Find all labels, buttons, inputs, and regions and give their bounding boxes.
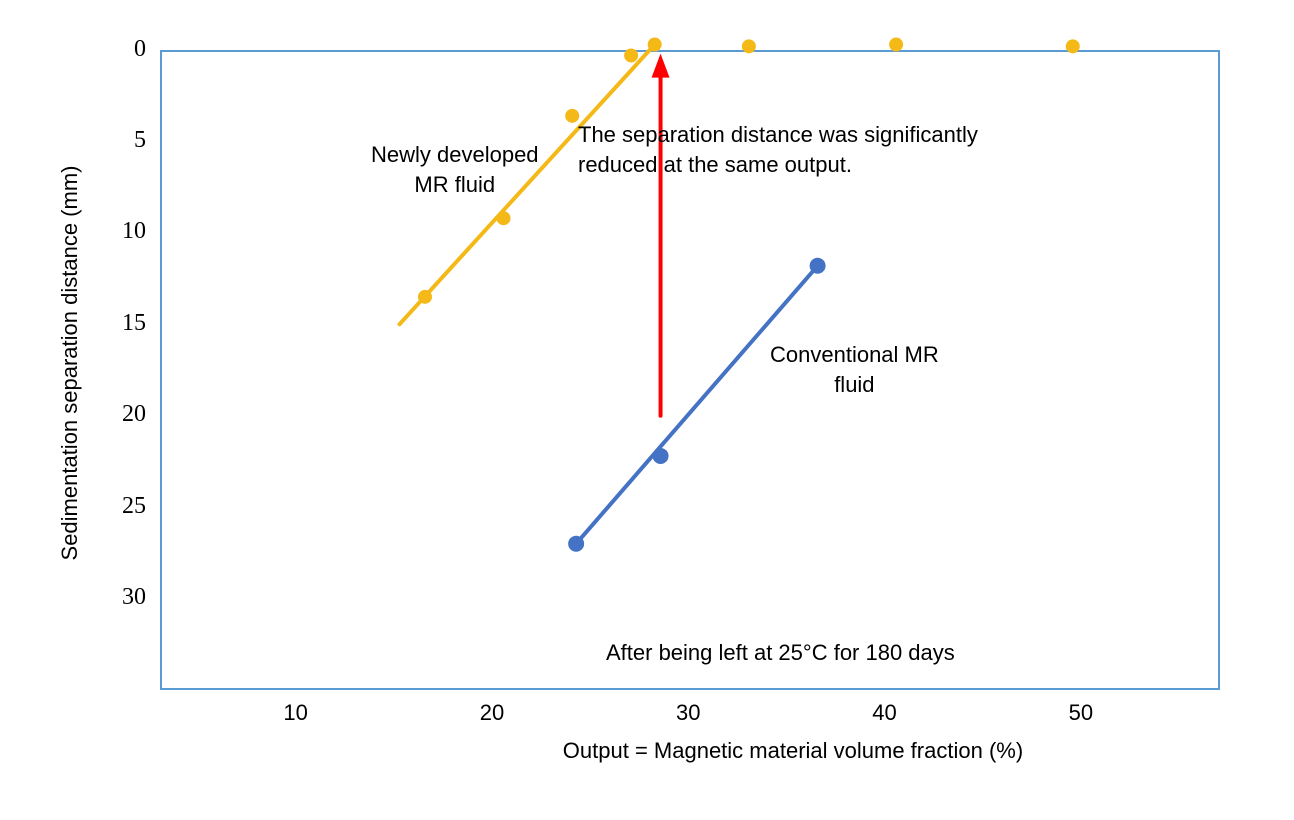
- improvement-arrow-head: [652, 54, 670, 78]
- y-tick-label: 10: [122, 218, 146, 245]
- x-axis-title: Output = Magnetic material volume fracti…: [563, 738, 1023, 764]
- y-tick-label: 25: [122, 493, 146, 520]
- conventional-marker: [568, 536, 584, 552]
- y-tick-label: 30: [122, 584, 146, 611]
- newly-developed-marker: [497, 211, 511, 225]
- newly-developed-marker: [648, 38, 662, 52]
- x-tick-label: 20: [480, 700, 504, 726]
- y-tick-label: 5: [134, 127, 146, 154]
- x-tick-label: 10: [283, 700, 307, 726]
- newly-developed-marker: [624, 48, 638, 62]
- y-tick-label: 20: [122, 401, 146, 428]
- conventional-series-label: Conventional MRfluid: [770, 340, 939, 399]
- condition-note: After being left at 25°C for 180 days: [606, 638, 955, 668]
- x-tick-label: 50: [1069, 700, 1093, 726]
- conventional-marker: [653, 448, 669, 464]
- separation-note: The separation distance was significantl…: [578, 120, 978, 179]
- newly-developed-marker: [1066, 39, 1080, 53]
- y-tick-label: 15: [122, 310, 146, 337]
- newly-developed-marker: [742, 39, 756, 53]
- newly-developed-marker: [418, 290, 432, 304]
- newly-developed-marker: [889, 38, 903, 52]
- newly-developed-series-label: Newly developedMR fluid: [371, 140, 539, 199]
- conventional-trend-line: [576, 266, 817, 544]
- x-tick-label: 40: [872, 700, 896, 726]
- conventional-marker: [810, 258, 826, 274]
- x-tick-label: 30: [676, 700, 700, 726]
- y-tick-label: 0: [134, 36, 146, 63]
